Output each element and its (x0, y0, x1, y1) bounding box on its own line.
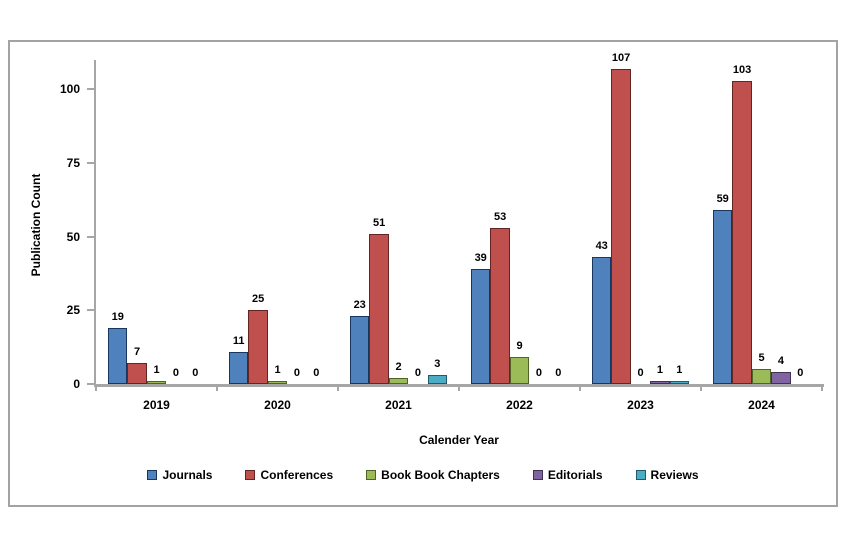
x-tick-mark (337, 384, 339, 391)
legend-label: Editorials (547, 468, 603, 482)
bar-value-label: 5 (758, 352, 765, 365)
legend-label: Conferences (260, 468, 334, 482)
legend-swatch-icon (635, 470, 646, 480)
y-tick-label: 0 (73, 377, 80, 391)
bar-book-book-chapters-2020 (267, 381, 288, 384)
bar-value-label: 2 (395, 361, 402, 374)
legend-item-reviews: Reviews (635, 468, 699, 482)
bar-value-label: 0 (797, 367, 804, 379)
bar-value-label: 9 (516, 340, 523, 353)
bar-journals-2024 (713, 210, 733, 384)
x-axis-title: Calender Year (419, 433, 499, 447)
bar-value-label: 53 (493, 210, 507, 223)
legend-swatch-icon (532, 470, 543, 480)
x-tick-mark (216, 384, 218, 391)
bar-value-label: 39 (474, 252, 487, 265)
y-tick-mark (87, 88, 94, 91)
bar-book-book-chapters-2024 (751, 369, 772, 384)
bar-value-label: 0 (313, 367, 320, 379)
bar-value-label: 0 (414, 367, 421, 379)
bar-value-label: 1 (656, 364, 663, 377)
y-tick-mark (87, 235, 94, 238)
x-tick-mark (458, 384, 460, 391)
bar-editorials-2024 (771, 372, 791, 384)
bar-journals-2021 (350, 316, 370, 384)
bar-value-label: 1 (153, 364, 160, 377)
bar-value-label: 0 (637, 367, 644, 379)
x-category-label: 2022 (506, 398, 533, 412)
bar-value-label: 0 (293, 367, 300, 379)
x-category-label: 2020 (264, 398, 291, 412)
bar-journals-2019 (108, 328, 128, 384)
bar-editorials-2023 (650, 381, 670, 384)
bar-reviews-2023 (669, 381, 689, 384)
y-tick-mark (87, 162, 94, 165)
bar-journals-2020 (229, 351, 249, 384)
legend: Journals Conferences Book Book Chapters Edi… (10, 468, 836, 482)
y-tick-label: 25 (66, 303, 80, 318)
legend-swatch-icon (366, 470, 377, 480)
bar-conferences-2024 (732, 80, 752, 384)
bar-conferences-2019 (127, 363, 147, 384)
bar-value-label: 23 (353, 299, 366, 312)
bar-value-label: 4 (777, 355, 784, 368)
plot-area: 0 25 50 75 100 19 11 23 39 43 59 7 25 51 53 107 103 1 1 2 9… (60, 52, 824, 412)
y-axis-line (94, 60, 96, 384)
y-tick-mark (87, 383, 94, 385)
legend-item-conferences: Conferences (245, 468, 333, 482)
x-category-label: 2023 (627, 398, 654, 412)
x-tick-mark (579, 384, 581, 391)
bar-value-label: 3 (434, 358, 441, 371)
y-tick-label: 50 (66, 229, 80, 244)
bar-value-label: 59 (716, 193, 729, 206)
bar-value-label: 7 (134, 346, 141, 359)
bar-value-label: 25 (251, 293, 265, 306)
bar-value-label: 0 (172, 367, 179, 379)
bar-journals-2022 (471, 269, 491, 384)
x-tick-mark (700, 384, 702, 391)
x-tick-mark (821, 384, 823, 391)
bar-value-label: 107 (611, 51, 631, 64)
legend-label: Journals (162, 468, 213, 482)
bar-value-label: 43 (595, 240, 608, 253)
x-category-label: 2019 (143, 398, 170, 412)
bar-journals-2023 (592, 257, 612, 384)
y-tick-mark (87, 309, 94, 312)
y-tick-label: 100 (59, 82, 80, 97)
legend-item-journals: Journals (147, 468, 212, 482)
legend-swatch-icon (245, 470, 256, 480)
x-tick-mark (95, 384, 97, 391)
bar-reviews-2021 (427, 375, 447, 384)
bar-conferences-2023 (611, 68, 631, 384)
bar-value-label: 103 (732, 63, 752, 76)
y-axis-title: Publication Count (29, 173, 43, 277)
legend-swatch-icon (147, 470, 158, 480)
bar-value-label: 0 (192, 367, 199, 379)
bar-book-book-chapters-2019 (146, 381, 167, 384)
legend-item-editorials: Editorials (532, 468, 603, 482)
bar-value-label: 0 (535, 367, 542, 379)
bar-value-label: 51 (372, 216, 386, 229)
bar-book-book-chapters-2021 (388, 378, 409, 384)
bar-value-label: 1 (274, 364, 281, 377)
legend-label: Book Book Chapters (381, 468, 500, 482)
bar-conferences-2020 (248, 310, 268, 384)
bar-book-book-chapters-2022 (509, 357, 530, 384)
legend-label: Reviews (650, 468, 699, 482)
y-tick-label: 75 (66, 156, 80, 171)
x-category-label: 2024 (748, 398, 775, 412)
bar-conferences-2022 (490, 227, 510, 384)
chart-frame: Publication Count 0 25 50 75 100 19 11 23 39 43 5… (8, 40, 838, 507)
bar-conferences-2021 (369, 233, 389, 384)
bar-value-label: 11 (232, 334, 245, 347)
bar-value-label: 0 (555, 367, 562, 379)
bar-value-label: 1 (676, 364, 683, 377)
bar-value-label: 19 (111, 311, 124, 324)
legend-item-book-book-chapters: Book Book Chapters (366, 468, 500, 482)
x-category-label: 2021 (385, 398, 412, 412)
